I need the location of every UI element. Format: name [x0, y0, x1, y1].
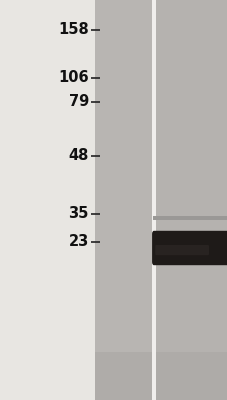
Bar [155, 0, 227, 400]
Text: 35: 35 [68, 206, 89, 222]
Bar [94, 352, 151, 400]
Text: 106: 106 [58, 70, 89, 86]
Text: 158: 158 [58, 22, 89, 38]
Bar [151, 0, 155, 400]
Bar [94, 0, 151, 400]
Bar [152, 216, 227, 220]
Text: 48: 48 [68, 148, 89, 164]
FancyBboxPatch shape [155, 245, 208, 255]
Text: 79: 79 [68, 94, 89, 110]
Bar [155, 352, 227, 400]
Text: 23: 23 [68, 234, 89, 250]
FancyBboxPatch shape [151, 231, 227, 265]
